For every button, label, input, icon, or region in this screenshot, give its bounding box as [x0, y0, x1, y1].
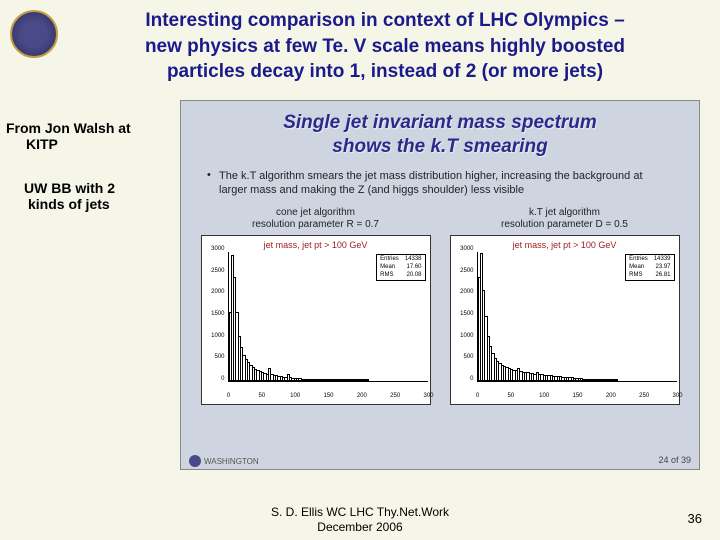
page-title: Interesting comparison in context of LHC… [0, 0, 720, 97]
plot-left-box: jet mass, jet pt > 100 GeV Entries14338 … [201, 235, 431, 405]
inner-title-l1: Single jet invariant mass spectrum [283, 112, 597, 133]
plot-left-title: jet mass, jet pt > 100 GeV [206, 240, 426, 250]
bottom-credit: S. D. Ellis WC LHC Thy.Net.Work December… [0, 505, 720, 534]
plot-left-bars [229, 252, 428, 381]
side-annotations: From Jon Walsh at KITP UW BB with 2 kind… [6, 120, 176, 212]
plot-right-cap-l1: k.T jet algorithm [529, 207, 600, 218]
plot-left-area: Entries14338 Mean17.60 RMS20.08 05001000… [228, 252, 428, 382]
side-line-1: From Jon Walsh at [6, 120, 176, 136]
plots-row: cone jet algorithm resolution parameter … [181, 203, 699, 405]
uw-seal-logo [10, 10, 58, 58]
plot-left-cap-l1: cone jet algorithm [276, 207, 355, 218]
page-number: 36 [688, 511, 702, 526]
title-line-3: particles decay into 1, instead of 2 (or… [167, 61, 603, 82]
title-line-2: new physics at few Te. V scale means hig… [145, 36, 625, 57]
plot-left-yticks: 050010001500200025003000 [207, 252, 227, 381]
embedded-footer-org: WASHINGTON [204, 457, 259, 466]
embedded-footer-logo: WASHINGTON [189, 455, 259, 467]
plot-right-title: jet mass, jet pt > 100 GeV [455, 240, 675, 250]
title-line-1: Interesting comparison in context of LHC… [145, 10, 624, 31]
embedded-slide-title: Single jet invariant mass spectrum shows… [181, 101, 699, 165]
credit-l1: S. D. Ellis WC LHC Thy.Net.Work [271, 505, 449, 519]
plot-left-caption: cone jet algorithm resolution parameter … [196, 207, 436, 233]
plot-left-col: cone jet algorithm resolution parameter … [196, 207, 436, 405]
plot-right-area: Entries14339 Mean23.97 RMS26.81 05001000… [477, 252, 677, 382]
plot-right-yticks: 050010001500200025003000 [456, 252, 476, 381]
embedded-slide: Single jet invariant mass spectrum shows… [180, 100, 700, 470]
plot-right-caption: k.T jet algorithm resolution parameter D… [445, 207, 685, 233]
plot-right-bars [478, 252, 677, 381]
plot-right-box: jet mass, jet pt > 100 GeV Entries14339 … [450, 235, 680, 405]
plot-left-cap-l2: resolution parameter R = 0.7 [252, 219, 379, 230]
side-line-3: UW BB with 2 [6, 180, 176, 196]
inner-title-l2: shows the k.T smearing [332, 136, 547, 157]
credit-l2: December 2006 [317, 520, 402, 534]
w-logo-icon [189, 455, 201, 467]
plot-right-cap-l2: resolution parameter D = 0.5 [501, 219, 628, 230]
bullet-text: The k.T algorithm smears the jet mass di… [181, 165, 699, 204]
side-line-4: kinds of jets [6, 196, 176, 212]
plot-right-col: k.T jet algorithm resolution parameter D… [445, 207, 685, 405]
embedded-footer-page: 24 of 39 [658, 455, 691, 465]
side-line-2: KITP [6, 136, 176, 152]
